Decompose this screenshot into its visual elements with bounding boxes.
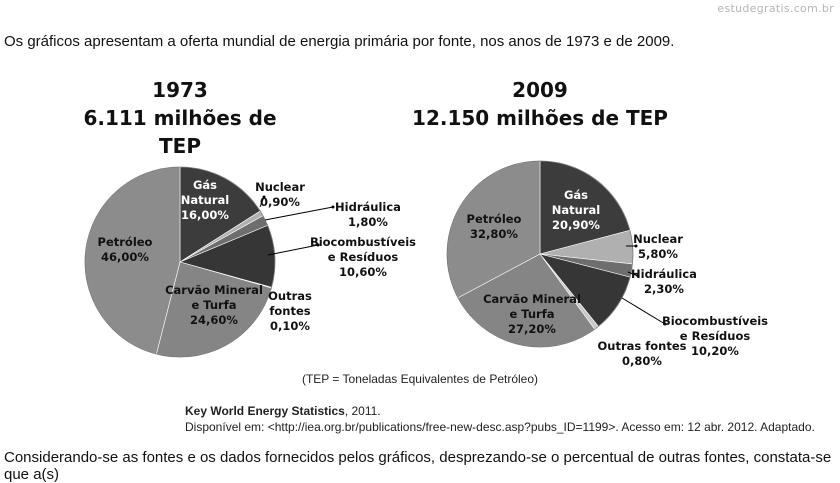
- label-2009-carvao: Carvão Mineral e Turfa 27,20%: [483, 292, 581, 336]
- label-line-2009-bio: Biocombustíveis: [662, 314, 768, 328]
- pie-1973: Gás Natural 16,00% Nuclear 0,90% Hidráulica 1,…: [84, 166, 416, 358]
- source-link: Disponível em: <http://iea.org.br/public…: [185, 420, 815, 434]
- label-line-1973-petroleo: 46,00%: [101, 250, 149, 264]
- label-1973-petroleo: Petróleo 46,00%: [98, 235, 153, 264]
- leader-dot-2009-bio: [663, 322, 667, 326]
- label-line-2009-outras: Outras fontes: [598, 339, 687, 353]
- label-line-2009-carvao: 27,20%: [508, 322, 556, 336]
- label-1973-nuclear: Nuclear 0,90%: [255, 180, 305, 209]
- label-line-2009-nuclear: Nuclear: [633, 232, 683, 246]
- intro-text: Os gráficos apresentam a oferta mundial …: [4, 33, 675, 50]
- chart-2009-title: 2009 12.150 milhões de TEP: [410, 76, 670, 132]
- chart-1973-title: 1973 6.111 milhões de TEP: [60, 76, 300, 160]
- label-line-1973-hidraulica: Hidráulica: [335, 200, 401, 214]
- label-line-2009-gas: Natural: [552, 203, 600, 217]
- label-line-2009-hidraulica: Hidráulica: [631, 267, 697, 281]
- source-title: Key World Energy Statistics: [185, 404, 345, 418]
- label-line-1973-carvao: 24,60%: [190, 313, 238, 327]
- label-line-2009-petroleo: 32,80%: [470, 227, 518, 241]
- label-2009-bio: Biocombustíveis e Resíduos 10,20%: [662, 314, 768, 358]
- label-line-1973-gas: Natural: [181, 193, 229, 207]
- leader-dot-1973-bio: [316, 243, 320, 247]
- label-1973-carvao: Carvão Mineral e Turfa 24,60%: [165, 283, 263, 327]
- leader-dot-2009-nuclear: [634, 244, 638, 248]
- leader-line-1973-nuclear: [259, 196, 265, 208]
- label-line-2009-bio: e Resíduos: [680, 329, 751, 343]
- label-2009-outras: Outras fontes 0,80%: [598, 339, 687, 368]
- label-line-1973-outras: fontes: [269, 304, 310, 318]
- label-line-1973-outras: 0,10%: [270, 319, 310, 333]
- label-line-2009-gas: 20,90%: [552, 218, 600, 232]
- label-line-2009-nuclear: 5,80%: [638, 247, 678, 261]
- leader-dot-1973-hidraulica: [331, 205, 335, 209]
- label-line-1973-carvao: e Turfa: [191, 298, 236, 312]
- label-1973-outras: Outras fontes 0,10%: [268, 289, 312, 333]
- pie-2009: Gás Natural 20,90% Nuclear 5,80% Hidráulica 2,…: [446, 160, 768, 368]
- label-line-1973-nuclear: Nuclear: [255, 180, 305, 194]
- leader-line-2009-hidraulica: [627, 271, 639, 277]
- label-line-1973-petroleo: Petróleo: [98, 235, 153, 249]
- leader-line-1973-bio: [267, 244, 319, 256]
- leader-line-1973-hidraulica: [264, 206, 334, 221]
- source-year: , 2011.: [344, 404, 381, 418]
- label-2009-nuclear: Nuclear 5,80%: [633, 232, 683, 261]
- label-line-2009-outras: 0,80%: [622, 354, 662, 368]
- label-1973-hidraulica: Hidráulica 1,80%: [335, 200, 401, 229]
- label-line-2009-gas: Gás: [564, 188, 588, 202]
- chart-1973-year: 1973: [152, 78, 208, 102]
- label-line-1973-outras: Outras: [268, 289, 312, 303]
- label-2009-hidraulica: Hidráulica 2,30%: [631, 267, 697, 296]
- label-line-2009-carvao: e Turfa: [509, 307, 554, 321]
- label-2009-gas: Gás Natural 20,90%: [552, 188, 601, 232]
- label-line-1973-bio: 10,60%: [339, 265, 387, 279]
- label-line-2009-bio: 10,20%: [691, 344, 739, 358]
- leader-line-2009-bio: [621, 297, 666, 325]
- tep-note: (TEP = Toneladas Equivalentes de Petróle…: [301, 372, 539, 386]
- label-line-2009-carvao: Carvão Mineral: [483, 292, 581, 306]
- label-line-1973-bio: e Resíduos: [328, 250, 399, 264]
- question-text: Considerando-se as fontes e os dados for…: [4, 449, 832, 483]
- label-1973-gas: Gás Natural 16,00%: [181, 178, 230, 222]
- label-line-1973-hidraulica: 1,80%: [348, 215, 388, 229]
- label-line-1973-nuclear: 0,90%: [260, 195, 300, 209]
- label-line-2009-petroleo: Petróleo: [467, 212, 522, 226]
- leader-dot-2009-hidraulica: [636, 274, 640, 278]
- label-line-1973-gas: 16,00%: [181, 208, 229, 222]
- pie-outline-2009: [446, 160, 634, 348]
- label-line-1973-carvao: Carvão Mineral: [165, 283, 263, 297]
- label-line-2009-hidraulica: 2,30%: [644, 282, 684, 296]
- pie-charts: Gás Natural 16,00%Nuclear 0,90% Hidráulica 1,…: [84, 160, 768, 368]
- label-1973-bio: Biocombustíveis e Resíduos 10,60%: [310, 235, 416, 279]
- chart-1973-total: 6.111 milhões de TEP: [83, 106, 277, 158]
- label-line-1973-gas: Gás: [193, 178, 217, 192]
- label-2009-petroleo: Petróleo 32,80%: [467, 212, 522, 241]
- label-line-1973-bio: Biocombustíveis: [310, 235, 416, 249]
- chart-2009-year: 2009: [512, 78, 568, 102]
- chart-2009-total: 12.150 milhões de TEP: [412, 106, 668, 130]
- watermark: estudegratis.com.br: [717, 2, 834, 15]
- leader-dot-1973-nuclear: [262, 195, 266, 199]
- source-citation: Key World Energy Statistics, 2011. Dispo…: [185, 403, 815, 435]
- pie-outline-1973: [84, 166, 276, 358]
